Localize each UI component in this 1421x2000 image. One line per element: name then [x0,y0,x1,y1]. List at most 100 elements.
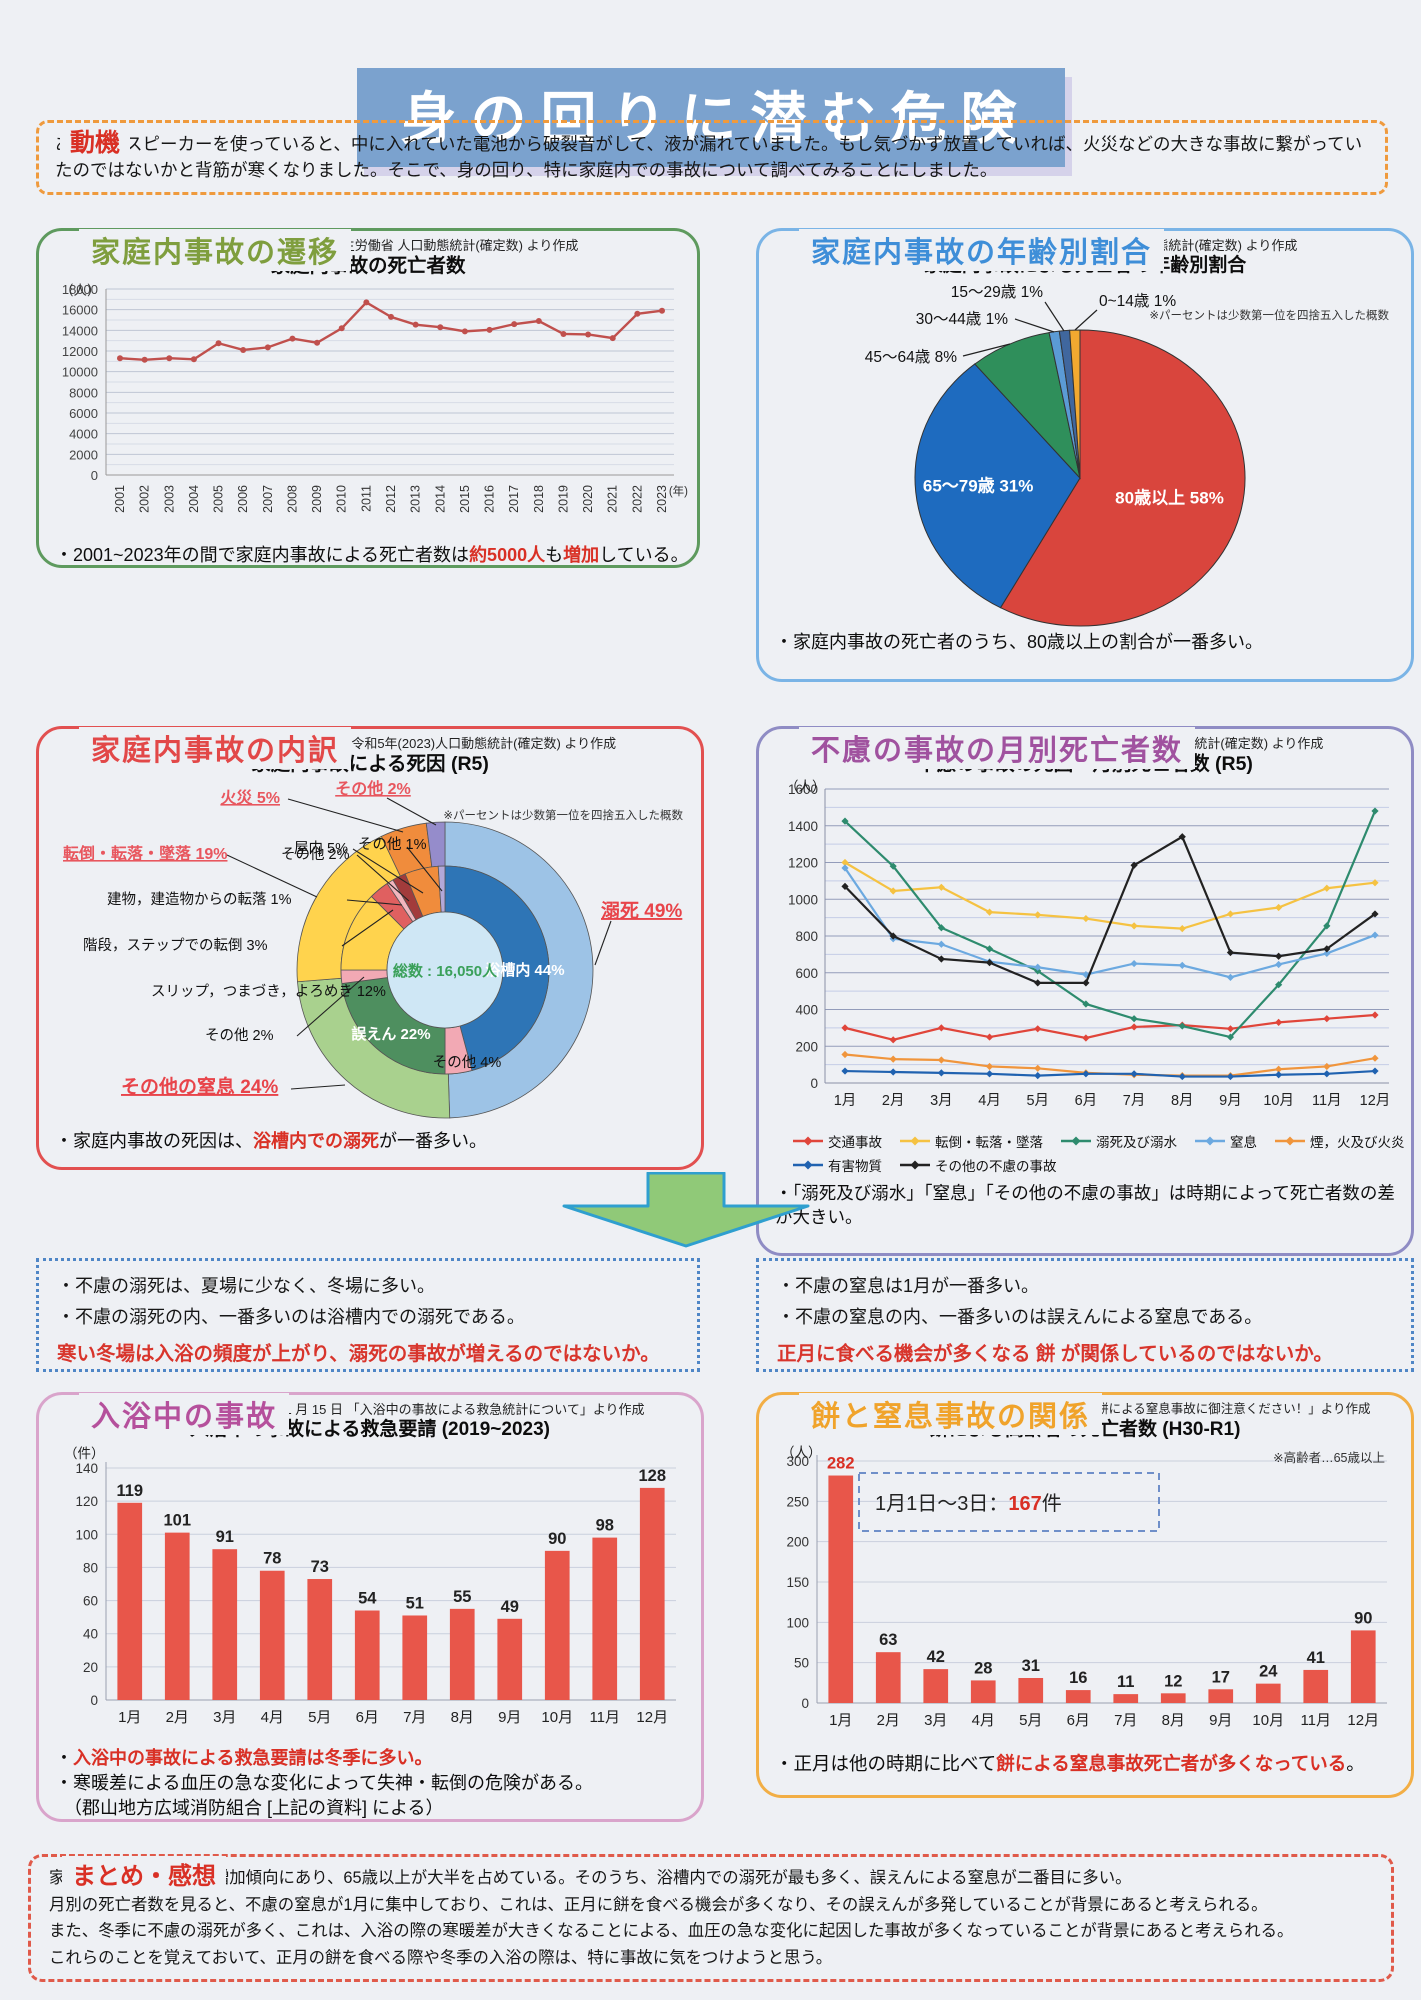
svg-text:200: 200 [786,1535,809,1550]
svg-text:80歳以上 58%: 80歳以上 58% [1115,488,1224,508]
legend-item: 溺死及び溺水 [1061,1131,1177,1151]
panel-bathing-accidents: 入浴中の事故 郡山地方広域消防組合 2024 年 11 月 15 日 「入浴中の… [36,1392,704,1822]
svg-text:600: 600 [795,965,818,980]
caption-transition: ・2001~2023年の間で家庭内事故による死亡者数は約5000人も増加している… [55,544,689,565]
svg-text:11月: 11月 [1312,1093,1342,1109]
svg-text:55: 55 [453,1588,471,1606]
svg-text:0: 0 [90,1693,98,1708]
panel-heading-monthly: 不慮の事故の月別死亡者数 [799,727,1196,770]
svg-text:火災 5%: 火災 5% [220,789,280,807]
svg-text:18000: 18000 [62,282,98,297]
svg-text:総数 : 16,050人: 総数 : 16,050人 [393,962,498,980]
svg-text:90: 90 [1354,1610,1372,1628]
svg-text:屋内 5%: 屋内 5% [294,840,348,857]
down-arrow [562,1171,810,1253]
note-mochi: ※高齢者…65歳以上 [1273,1451,1385,1465]
svg-text:12月: 12月 [636,1709,668,1726]
summary-line-4: これらのことを覚えておいて、正月の餅を食べる際や冬季の入浴の際は、特に事故に気を… [49,1948,833,1967]
hypo-left-line-2: ・不慮の溺死の内、一番多いのは浴槽内での溺死である。 [57,1307,525,1327]
svg-text:2022: 2022 [630,485,644,513]
mochi-bar-chart: 0 50 100 150 200 250 300 282 1月 63 2月 42 3月 28 4月 31 5月 1… [781,1445,1387,1729]
svg-text:78: 78 [263,1550,281,1568]
svg-text:30～44歳 1%: 30～44歳 1% [916,310,1008,328]
svg-text:4月: 4月 [972,1712,995,1729]
svg-text:1200: 1200 [788,855,818,870]
caption-bath-1: ・入浴中の事故による救急要請は冬季に多い。 [55,1748,433,1768]
summary-box: 家庭内死亡事故は年々増加傾向にあり、65歳以上が大半を占めている。そのうち、浴槽… [28,1854,1394,1983]
svg-text:4月: 4月 [978,1093,1001,1109]
panel-monthly-deaths: 不慮の事故の月別死亡者数 厚生労働省 令和5年(2023)人口動態統計(確定数)… [756,726,1414,1256]
svg-text:5月: 5月 [1019,1712,1042,1729]
svg-text:119: 119 [116,1482,143,1500]
svg-text:建物，建造物からの転落 1%: 建物，建造物からの転落 1% [107,891,292,908]
svg-text:80: 80 [83,1560,98,1575]
svg-text:100: 100 [75,1527,98,1542]
svg-text:2月: 2月 [877,1712,900,1729]
svg-text:12月: 12月 [1360,1093,1391,1109]
note-breakdown: ※パーセントは少数第一位を四捨五入した概数 [443,810,683,822]
svg-text:7月: 7月 [1114,1712,1137,1729]
svg-text:8月: 8月 [451,1709,474,1726]
svg-text:12月: 12月 [1347,1712,1379,1729]
svg-text:73: 73 [311,1558,329,1576]
svg-text:5月: 5月 [308,1709,331,1726]
source-transition: 厚生労働省 人口動態統計(確定数) より作成 [328,238,579,253]
svg-text:2016: 2016 [483,485,497,513]
svg-text:6月: 6月 [1067,1712,1090,1729]
svg-text:150: 150 [786,1575,809,1590]
svg-text:（人）: （人） [781,1445,822,1460]
monthly-line-chart: 0 200 400 600 800 1000 1200 1400 1600 1月 2月 3月 4月 5月 6… [785,779,1391,1109]
svg-text:その他 2%: その他 2% [205,1027,274,1044]
svg-text:40: 40 [83,1627,98,1642]
svg-text:2021: 2021 [606,485,620,513]
panel-heading-age: 家庭内事故の年齢別割合 [799,229,1165,272]
svg-text:101: 101 [163,1512,191,1530]
svg-text:15～29歳 1%: 15～29歳 1% [951,283,1043,301]
hypo-left-line-1: ・不慮の溺死は、夏場に少なく、冬場に多い。 [57,1276,435,1296]
age-pie-chart: 80歳以上 58% 65～79歳 31% 45～64歳 8% 30～44歳 1% 15～… [865,283,1246,627]
svg-text:2003: 2003 [162,485,176,513]
hypothesis-box-drowning: ・不慮の溺死は、夏場に少なく、冬場に多い。 ・不慮の溺死の内、一番多いのは浴槽内… [36,1258,700,1372]
svg-text:（人）: （人） [785,779,826,794]
svg-text:3月: 3月 [924,1712,947,1729]
svg-text:（人）: （人） [60,283,101,298]
caption-monthly: ・「溺死及び溺水」「窒息」「その他の不慮の事故」は時期によって死亡者数の差が大き… [775,1182,1395,1228]
svg-text:17: 17 [1212,1669,1230,1687]
svg-text:2011: 2011 [359,485,373,512]
cause-donut-chart: 火災 5%その他 2%屋内 5% その他 1%転倒・転落・墜落 19% その他 2%… [63,779,682,1118]
svg-text:11月: 11月 [589,1709,620,1726]
svg-text:スリップ，つまづき，よろめき 12%: スリップ，つまづき，よろめき 12% [151,983,386,1000]
svg-text:20: 20 [83,1660,98,1675]
svg-text:2014: 2014 [433,485,447,513]
svg-text:2017: 2017 [507,485,521,513]
svg-text:54: 54 [358,1590,377,1608]
source-breakdown: 厚生労働省 令和5年(2023)人口動態統計(確定数) より作成 [282,736,617,751]
svg-text:8月: 8月 [1162,1712,1185,1729]
svg-text:6月: 6月 [356,1709,379,1726]
svg-text:91: 91 [216,1528,234,1546]
svg-text:2009: 2009 [310,485,324,513]
legend-item: 有害物質 [793,1155,882,1175]
down-arrow-icon [562,1171,810,1248]
svg-text:12000: 12000 [62,344,98,359]
svg-text:1400: 1400 [788,818,818,833]
svg-text:その他の窒息 24%: その他の窒息 24% [121,1075,278,1098]
svg-text:24: 24 [1259,1663,1278,1681]
svg-text:2000: 2000 [69,447,98,462]
caption-breakdown: ・家庭内事故の死因は、浴槽内での溺死が一番多い。 [55,1130,487,1151]
svg-text:50: 50 [794,1656,809,1671]
svg-text:転倒・転落・墜落 19%: 転倒・転落・墜落 19% [63,844,227,863]
svg-text:2019: 2019 [556,485,570,513]
svg-text:2013: 2013 [409,485,423,513]
monthly-line-legend: 交通事故 転倒・転落・墜落 溺死及び溺水 窒息 煙，火及び火炎 有害物質 その他の不慮の事故 [759,1131,1411,1175]
svg-text:2001: 2001 [113,485,127,513]
svg-text:6000: 6000 [69,406,98,421]
panel-household-transition: 家庭内事故の遷移 厚生労働省 人口動態統計(確定数) より作成 家庭内事故の死亡… [36,228,700,568]
svg-text:2月: 2月 [166,1709,189,1726]
legend-item: その他の不慮の事故 [900,1155,1057,1175]
bath-bar-chart: 0 20 40 60 80 100 120 140 119 1月 101 2月 91 3月 78 4月 73 5月… [64,1446,676,1726]
svg-text:2018: 2018 [532,485,546,513]
svg-text:6月: 6月 [1075,1093,1098,1109]
svg-text:9月: 9月 [1219,1093,1242,1109]
motivation-text: ある時、スピーカーを使っていると、中に入れていた電池から破裂音がして、液が漏れて… [55,134,1363,181]
